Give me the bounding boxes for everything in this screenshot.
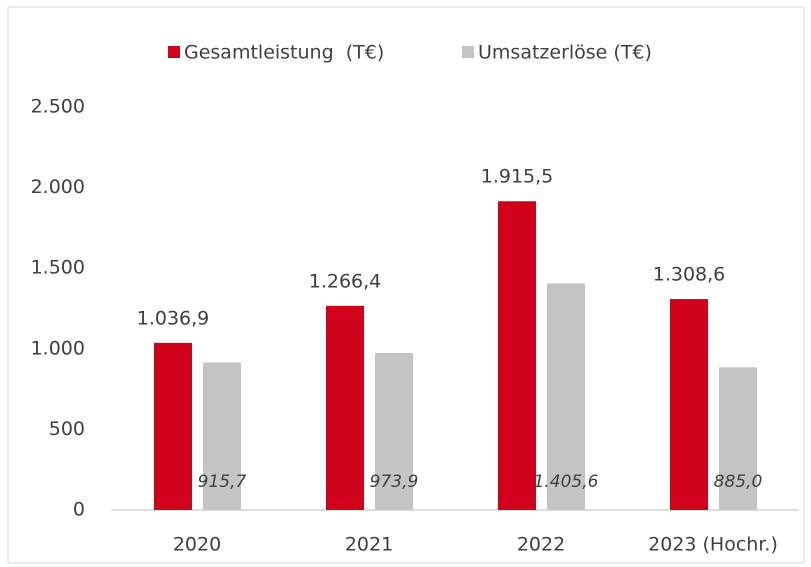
value-label: 1.036,9 (137, 307, 210, 329)
chart-border (7, 6, 805, 564)
legend-label: Umsatzerlöse (T€) (478, 42, 652, 64)
value-label: 1.308,6 (653, 264, 726, 286)
bar (719, 367, 757, 510)
bar (375, 353, 413, 510)
x-tick-label: 2020 (173, 534, 221, 556)
value-label: 973,9 (370, 472, 419, 492)
y-tick-label: 0 (73, 499, 85, 521)
bar (547, 283, 585, 510)
x-tick-label: 2022 (517, 534, 565, 556)
bar (670, 299, 708, 510)
value-label: 915,7 (198, 472, 247, 492)
legend-swatch (462, 46, 474, 58)
y-tick-label: 2.000 (31, 176, 85, 198)
value-label: 1.915,5 (481, 166, 554, 188)
bar (154, 342, 192, 510)
bar (203, 362, 241, 510)
y-tick-label: 1.500 (31, 257, 85, 279)
value-label: 885,0 (714, 472, 763, 492)
x-tick-label: 2023 (Hochr.) (648, 534, 778, 556)
y-tick-label: 500 (49, 418, 85, 440)
bar (326, 305, 364, 510)
x-tick-label: 2021 (345, 534, 393, 556)
bar (498, 201, 536, 510)
y-tick-label: 1.000 (31, 337, 85, 359)
value-label: 1.405,6 (534, 472, 599, 492)
legend-label: Gesamtleistung (T€) (184, 42, 384, 64)
value-label: 1.266,4 (309, 270, 382, 292)
legend-swatch (168, 46, 180, 58)
y-tick-label: 2.500 (31, 96, 85, 118)
